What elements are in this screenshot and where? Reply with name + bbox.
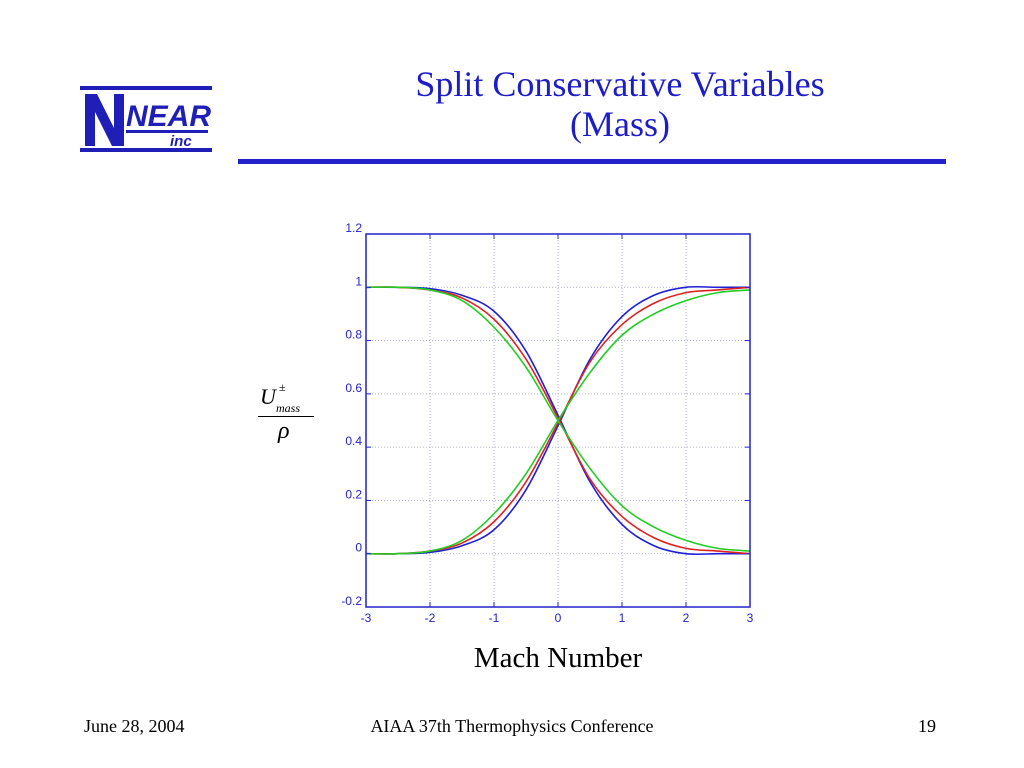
series-line-1: [365, 286, 750, 556]
x-tick-label: 0: [555, 611, 562, 625]
footer-conference: AIAA 37th Thermophysics Conference: [370, 716, 654, 736]
y-tick-label: 1.2: [345, 221, 362, 235]
y-tick-label: 0.2: [345, 487, 362, 501]
logo-bottom-rule: [80, 148, 212, 152]
series-layer: [365, 285, 751, 556]
near-logo: NEAR inc: [80, 86, 212, 152]
y-tick-label: 0.8: [345, 328, 362, 342]
logo-n-shape: [85, 94, 124, 146]
logo-text: NEAR: [126, 100, 211, 133]
title-underline: [238, 159, 946, 164]
tick-layer: -3 -2 -1 0 1 2 3 -0.2 0 0.2 0.4 0.6 0.8 1 1.2: [341, 221, 753, 625]
x-tick-label: -3: [361, 611, 372, 625]
y-tick-label: 0: [355, 541, 362, 555]
x-axis-label: Mach Number: [473, 642, 643, 674]
footer-date: June 28, 2004: [84, 716, 185, 736]
logo-top-rule: [80, 86, 212, 90]
logo-subtext: inc: [170, 133, 192, 150]
y-tick-label: 0.6: [345, 381, 362, 395]
title-line-2: (Mass): [570, 104, 670, 144]
y-label-fraction-bar: [258, 416, 314, 417]
series-line-5: [365, 286, 751, 552]
y-label-superscript: ±: [279, 380, 286, 394]
y-label-denominator: ρ: [278, 418, 290, 444]
y-label-subscript: mass: [276, 401, 301, 415]
y-tick-label: 0.4: [345, 434, 362, 448]
x-tick-label: 3: [747, 611, 754, 625]
x-tick-label: 2: [683, 611, 690, 625]
series-line-0: [365, 285, 750, 555]
y-axis-label: U ± mass ρ: [252, 380, 322, 450]
y-tick-label: 1: [355, 274, 362, 288]
x-tick-label: -1: [489, 611, 500, 625]
y-tick-label: -0.2: [341, 594, 362, 608]
page-number: 19: [918, 716, 936, 736]
logo-mid-rule: [126, 130, 208, 133]
title-line-1: Split Conservative Variables: [415, 64, 825, 104]
y-label-numerator: U: [260, 384, 276, 409]
slide-title: Split Conservative Variables (Mass): [300, 64, 940, 144]
x-tick-label: -2: [425, 611, 436, 625]
x-tick-label: 1: [619, 611, 626, 625]
